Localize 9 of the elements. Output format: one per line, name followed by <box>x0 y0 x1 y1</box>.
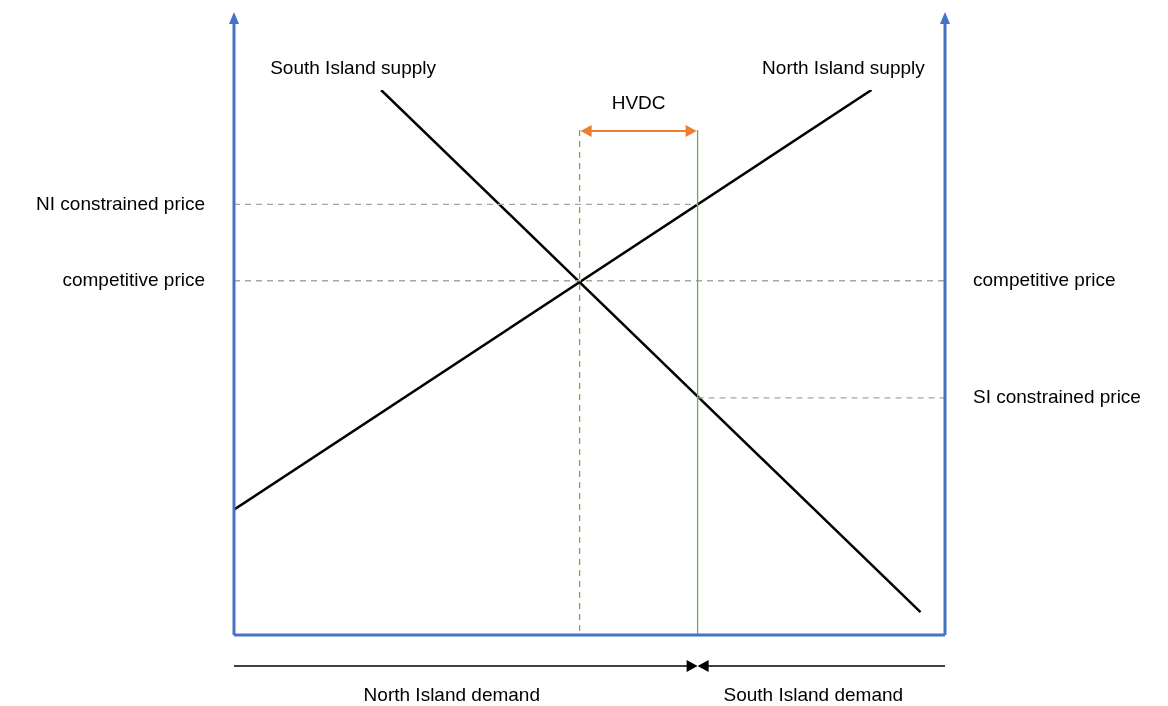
ref-line-label: SI constrained price <box>973 386 1141 408</box>
text: North Island demand <box>363 684 540 706</box>
text: South Island demand <box>723 684 904 706</box>
series-label: North Island supply <box>762 57 926 79</box>
annotation: HVDC <box>611 92 666 114</box>
ref-line-label: competitive price <box>973 268 1116 290</box>
series-label: South Island supply <box>270 57 437 79</box>
ref-line-label: NI constrained price <box>36 192 205 214</box>
text: competitive price <box>62 268 205 290</box>
